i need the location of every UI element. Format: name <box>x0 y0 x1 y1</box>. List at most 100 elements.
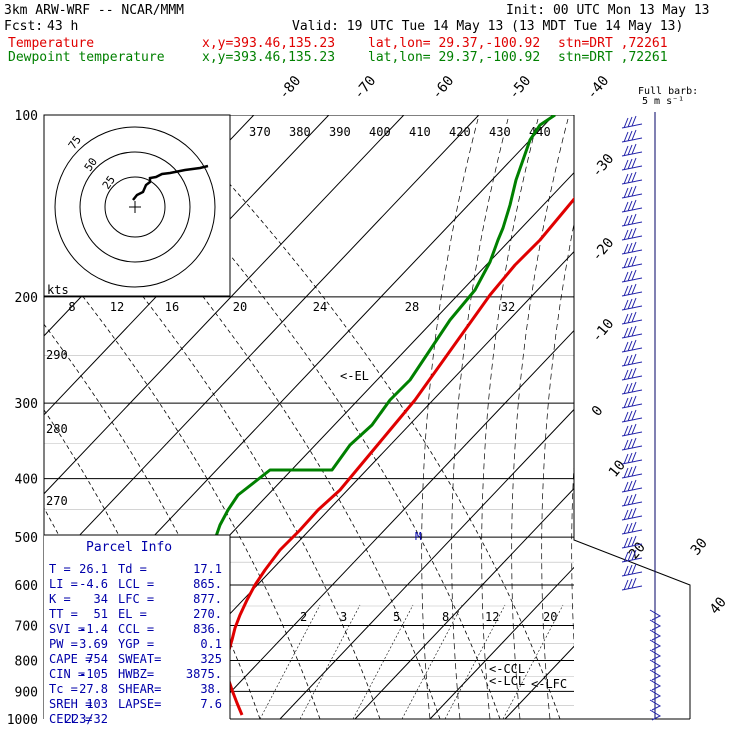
el-annotation: <-EL <box>340 369 369 383</box>
wind-barb-feather <box>631 283 637 295</box>
dewpoint-legend: Dewpoint temperature <box>8 50 165 65</box>
isotherm-label: -60 <box>429 73 458 103</box>
wind-barb-feather <box>623 257 629 269</box>
parcel-key2: LFC = <box>118 592 154 606</box>
parcel-value2: 836. <box>193 622 222 636</box>
wind-barb-feather <box>627 242 633 254</box>
parcel-key2: Td = <box>118 562 147 576</box>
model-title: 3km ARW-WRF -- NCAR/MMM <box>4 3 185 18</box>
mixing-ratio-label: 12 <box>485 610 499 624</box>
wind-barb <box>621 451 643 465</box>
wind-barb <box>621 507 643 521</box>
wind-barb-feather <box>627 480 633 492</box>
wind-barb-feather <box>627 312 633 324</box>
parcel-key: T = <box>49 562 71 576</box>
mixing-ratio-label: 2 <box>300 610 307 624</box>
isotherm-line <box>354 487 574 720</box>
ccl-annotation: <-CCL <box>489 662 525 676</box>
parcel-title: Parcel Info <box>86 540 172 555</box>
wind-barb-feather <box>623 355 629 367</box>
wind-barb-feather <box>627 200 633 212</box>
hodo-speed-label: 8 <box>68 300 75 314</box>
wind-barb-feather <box>627 536 633 548</box>
wind-barb-feather <box>631 339 637 351</box>
wind-barb-feather <box>627 452 633 464</box>
wind-barb <box>621 255 643 269</box>
isotherm-label: -80 <box>276 73 305 103</box>
wind-barb-feather <box>623 453 629 465</box>
pressure-label: 200 <box>15 291 38 306</box>
hodo-speed-label: 12 <box>110 300 124 314</box>
parcel-value: 34 <box>94 592 108 606</box>
wind-barb-feather <box>631 171 637 183</box>
wind-barb-feather <box>631 143 637 155</box>
lower-wind-barb <box>649 649 662 661</box>
storm-motion-marker: M <box>415 530 422 543</box>
isotherm-label: -70 <box>351 73 380 103</box>
wind-barb-feather <box>631 115 637 127</box>
wind-barb-feather <box>631 465 637 477</box>
wind-barb-feather <box>631 199 637 211</box>
mixing-ratio-line <box>352 604 414 720</box>
hodograph-unit-label: kts <box>47 283 69 297</box>
wind-barb-feather <box>627 522 633 534</box>
parcel-box <box>44 535 230 720</box>
barb-legend-label: Full barb: <box>638 86 698 97</box>
frame-right-lower <box>573 525 691 719</box>
forecast-label: Fcst: <box>4 19 44 34</box>
pressure-label: 800 <box>15 654 38 669</box>
wind-barb-feather <box>623 327 629 339</box>
wind-barb-feather <box>627 564 633 576</box>
isotherm-line <box>44 115 330 416</box>
temperature-xy: x,y=393.46,135.23 <box>202 36 336 51</box>
wind-barb <box>621 549 643 563</box>
wind-barb-feather <box>623 243 629 255</box>
dewpoint-latlon: lat,lon= 29.37,-100.92 <box>368 50 541 65</box>
wind-barb <box>621 157 643 171</box>
parcel-value: 26.1 <box>79 562 108 576</box>
wind-barb-feather <box>627 578 633 590</box>
wind-barb <box>621 283 643 297</box>
wind-barb-feather <box>627 172 633 184</box>
wind-barb-feather <box>631 325 637 337</box>
wind-barb <box>621 353 643 367</box>
wind-barb-feather <box>623 285 629 297</box>
parcel-key2: LCL = <box>118 577 154 591</box>
wind-barb-feather <box>627 550 633 562</box>
wind-barb-feather <box>627 382 633 394</box>
wind-barb-feather <box>631 213 637 225</box>
hodograph-box <box>43 114 231 297</box>
wind-barb <box>621 297 643 311</box>
wind-barb <box>621 535 643 549</box>
wind-barb-feather <box>631 563 637 575</box>
isotherm-line <box>44 115 480 574</box>
wind-barb-feather <box>631 227 637 239</box>
wind-barb <box>621 493 643 507</box>
lower-wind-barb <box>649 699 662 711</box>
wind-barb <box>621 381 643 395</box>
hodograph-ring-label: 25 <box>100 173 118 191</box>
wind-barb <box>621 577 643 591</box>
wind-barb-feather <box>631 395 637 407</box>
isotherm-line <box>504 645 574 720</box>
wind-barb <box>621 479 643 493</box>
wind-barb-feather <box>627 158 633 170</box>
parcel-value: 51 <box>94 607 108 621</box>
wind-barb-feather <box>623 173 629 185</box>
wind-barb-feather <box>631 269 637 281</box>
dry-adiabat <box>49 118 441 720</box>
hodo-speed-label: 32 <box>501 300 515 314</box>
wind-barb-feather <box>627 144 633 156</box>
moist-adiabat <box>451 118 509 720</box>
wind-barb-feather <box>623 551 629 563</box>
wind-barb <box>621 115 643 129</box>
dry-adiabat <box>169 118 561 720</box>
wind-barb-feather <box>631 157 637 169</box>
parcel-key: PW = <box>49 637 78 651</box>
wind-barb-feather <box>623 383 629 395</box>
wind-barb-feather <box>623 523 629 535</box>
wind-barb <box>621 199 643 213</box>
theta-label: 270 <box>46 494 68 508</box>
theta-e-label: 380 <box>289 125 311 139</box>
mixing-ratio-line <box>299 604 361 720</box>
